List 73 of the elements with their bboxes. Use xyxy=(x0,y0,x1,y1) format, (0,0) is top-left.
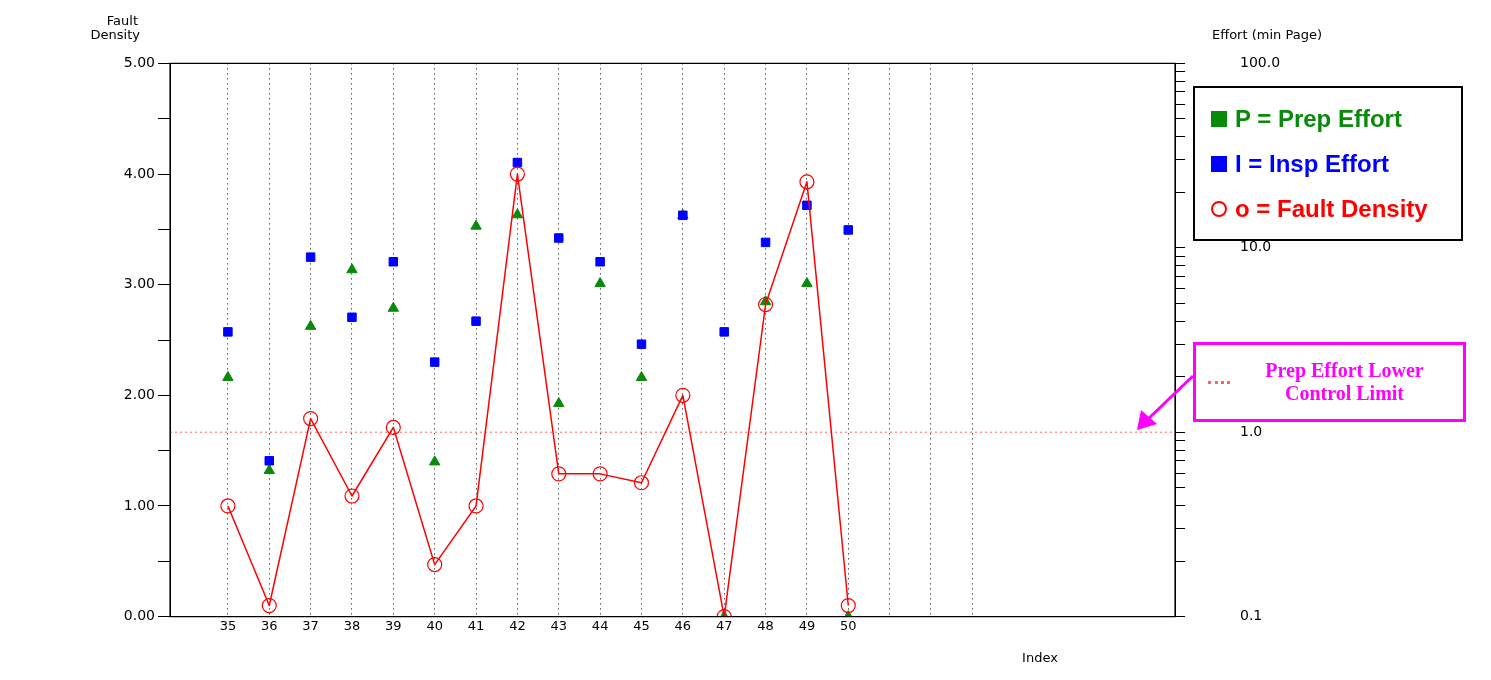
point xyxy=(471,316,481,326)
y2-tick-label: 0.1 xyxy=(1240,607,1263,624)
point xyxy=(595,257,605,267)
x-tick-label: 35 xyxy=(219,617,237,633)
point xyxy=(840,597,856,614)
x-tick-label: 37 xyxy=(302,617,319,633)
y-axis-title: Fault Density xyxy=(90,12,141,42)
point xyxy=(719,327,729,337)
x-tick-label: 49 xyxy=(798,617,816,633)
x-tick-label: 40 xyxy=(426,617,443,633)
x-tick-label: 46 xyxy=(674,617,692,633)
x-tick-label: 38 xyxy=(343,617,361,633)
point xyxy=(554,233,564,243)
point xyxy=(303,410,319,427)
point xyxy=(470,219,482,230)
point xyxy=(635,371,648,381)
y-tick-label: 5.00 xyxy=(123,54,155,71)
point xyxy=(385,419,401,436)
x-tick-label: 47 xyxy=(715,617,733,633)
x-tick-label: 48 xyxy=(757,617,774,633)
y-tick-label: 3.00 xyxy=(123,275,155,292)
point xyxy=(261,597,277,614)
point xyxy=(468,498,484,514)
x-tick-label: 42 xyxy=(509,617,526,633)
point xyxy=(264,456,274,466)
legend-label: Prep Effort Lower Control Limit xyxy=(1264,359,1425,406)
point xyxy=(843,225,854,235)
point xyxy=(509,166,526,182)
point xyxy=(760,237,771,248)
x-tick-label: 50 xyxy=(840,617,857,633)
y-tick-label: 2.00 xyxy=(123,385,155,402)
point xyxy=(633,475,650,491)
point xyxy=(388,257,399,267)
x-tick-label: 43 xyxy=(550,617,568,633)
point xyxy=(346,263,358,274)
x-tick-label: 45 xyxy=(633,617,650,633)
y-tick-label: 1.00 xyxy=(123,496,155,513)
point xyxy=(429,357,440,367)
point xyxy=(427,557,443,573)
x-tick-label: 44 xyxy=(591,617,609,633)
legend-label: o = Fault Density xyxy=(1235,194,1428,224)
point xyxy=(347,312,357,323)
y2-tick-label: 10.0 xyxy=(1240,238,1272,255)
point xyxy=(429,455,441,466)
point xyxy=(636,339,647,349)
legend-label: P = Prep Effort xyxy=(1235,104,1402,134)
legend-label: I = Insp Effort xyxy=(1235,149,1390,179)
x-tick-label: 39 xyxy=(385,617,402,633)
point xyxy=(594,277,606,288)
point xyxy=(799,174,815,190)
y-tick-label: 0.00 xyxy=(123,607,155,624)
point xyxy=(757,297,774,313)
y2-tick-label: 1.0 xyxy=(1240,422,1263,439)
point xyxy=(801,277,813,288)
point xyxy=(553,397,565,408)
point xyxy=(387,301,400,312)
point xyxy=(551,466,567,482)
point xyxy=(675,387,691,403)
y-tick-label: 4.00 xyxy=(123,164,155,181)
x-tick-label: 36 xyxy=(260,617,278,633)
x-axis-title: Index xyxy=(1022,649,1059,665)
y2-axis-title: Effort (min Page) xyxy=(1212,26,1322,42)
point xyxy=(223,327,233,337)
point xyxy=(305,252,316,262)
point xyxy=(304,319,317,330)
point xyxy=(220,498,236,514)
y2-tick-label: 100.0 xyxy=(1240,54,1281,71)
point xyxy=(511,208,524,219)
x-tick-label: 41 xyxy=(467,617,485,633)
point xyxy=(592,466,608,482)
point xyxy=(512,157,523,168)
point xyxy=(344,488,360,504)
point xyxy=(222,371,234,381)
